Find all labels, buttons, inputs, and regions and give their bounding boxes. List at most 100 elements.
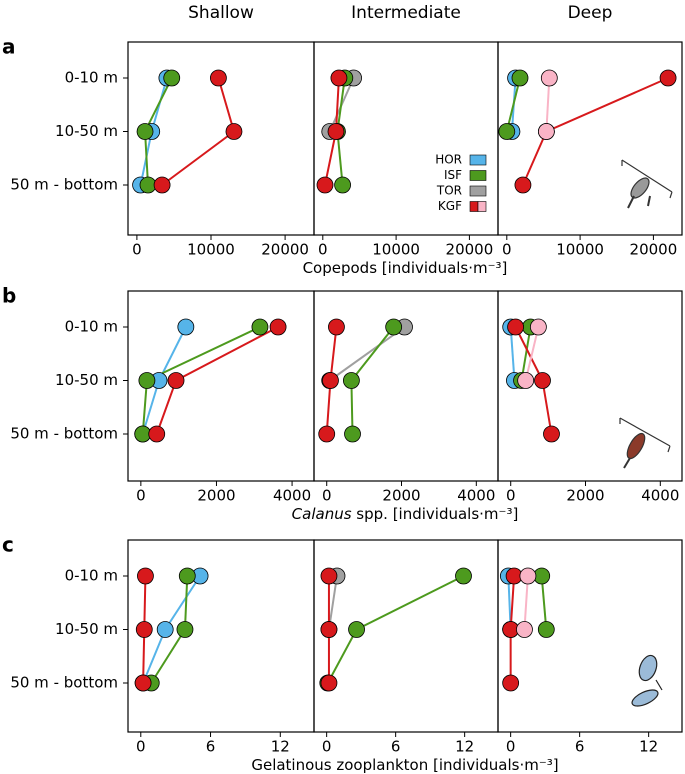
series-line [524, 326, 540, 381]
data-point [327, 123, 345, 140]
x-tick-label: 2000 [197, 487, 235, 505]
x-tick-label: 4000 [457, 487, 495, 505]
legend-label: KGF [438, 199, 462, 213]
data-point [251, 318, 269, 336]
series-line [505, 77, 521, 132]
data-point [537, 621, 555, 638]
x-axis-label: Copepods [individuals·m⁻³] [303, 259, 508, 277]
series-line [327, 575, 338, 630]
x-tick-label: 20000 [261, 241, 309, 259]
data-point [177, 318, 195, 336]
data-point [385, 318, 403, 336]
series-line [545, 77, 551, 132]
data-point [322, 372, 339, 389]
data-point [519, 567, 537, 585]
x-axis-label-part: Calanus [292, 505, 352, 523]
calanus-icon [619, 417, 671, 469]
x-tick-label: 6 [391, 738, 401, 756]
data-point [514, 176, 532, 194]
data-point [148, 425, 166, 443]
x-axis-label: Calanus spp. [individuals·m⁻³] [292, 505, 519, 523]
data-point [344, 425, 361, 443]
column-title: Shallow [188, 3, 254, 23]
data-point [511, 69, 529, 87]
data-point [153, 176, 171, 194]
data-point [269, 318, 287, 336]
data-point [178, 567, 196, 585]
x-tick-label: 0 [136, 738, 146, 756]
y-tick-label: 10-50 m [55, 371, 118, 389]
x-tick-label: 4000 [273, 487, 311, 505]
x-tick-label: 0 [506, 738, 516, 756]
panel-frame [313, 539, 499, 733]
y-tick-label: 0-10 m [65, 318, 118, 336]
data-point [320, 567, 338, 585]
data-point [659, 69, 677, 87]
data-point [210, 69, 227, 87]
x-tick-label: 0 [136, 487, 146, 505]
series-line [329, 326, 406, 382]
legend-swatch [469, 185, 487, 197]
series-line [520, 326, 532, 381]
data-point [348, 621, 365, 638]
data-point [334, 176, 351, 194]
data-point [534, 372, 551, 389]
series-line [509, 326, 516, 381]
x-tick-label: 0 [322, 487, 332, 505]
series-line [161, 77, 236, 186]
data-point [529, 318, 547, 336]
x-tick-label: 6 [575, 738, 585, 756]
x-tick-label: 2000 [382, 487, 420, 505]
data-point [138, 372, 156, 389]
panel-frame [497, 539, 683, 733]
x-tick-label: 0 [502, 241, 512, 259]
legend-swatch [469, 201, 479, 212]
x-tick-label: 6 [206, 738, 216, 756]
x-axis-label-part: Copepods [individuals·m⁻³] [303, 259, 508, 277]
data-point [543, 425, 560, 443]
panel-label: c [2, 533, 14, 557]
y-tick-label: 0-10 m [65, 567, 118, 585]
data-point [176, 621, 194, 638]
legend-swatch [477, 201, 487, 212]
gelatinous-icon [631, 654, 663, 707]
legend-label: ISF [444, 168, 462, 182]
data-point [320, 674, 338, 692]
data-point [136, 123, 154, 140]
data-point [167, 372, 185, 389]
x-tick-label: 10000 [187, 241, 235, 259]
data-point [135, 621, 153, 638]
data-point [498, 123, 516, 140]
x-tick-label: 10000 [372, 241, 420, 259]
data-point [316, 176, 334, 194]
panel-frame [127, 539, 315, 733]
data-point [516, 621, 533, 638]
data-point [137, 567, 154, 585]
x-tick-label: 12 [271, 738, 290, 756]
x-tick-label: 0 [132, 241, 142, 259]
legend-label: HOR [435, 153, 462, 167]
panel-label: a [2, 35, 16, 59]
series-line [540, 575, 548, 630]
legend-swatch [469, 170, 487, 181]
data-point [507, 318, 524, 336]
x-axis-label-part: Gelatinous zooplankton [individuals·m⁻³] [251, 756, 558, 774]
data-point [163, 69, 181, 87]
y-tick-label: 10-50 m [55, 122, 118, 140]
data-point [502, 674, 520, 692]
column-title: Deep [568, 3, 613, 23]
data-point [320, 621, 338, 638]
data-point [330, 69, 348, 87]
y-tick-label: 50 m - bottom [10, 176, 118, 194]
panel-frame [497, 290, 683, 482]
series-line [523, 575, 529, 630]
x-tick-label: 12 [639, 738, 658, 756]
data-point [139, 176, 157, 194]
x-tick-label: 0 [318, 241, 328, 259]
data-point [156, 621, 174, 638]
column-title: Intermediate [351, 3, 461, 23]
x-axis-label: Gelatinous zooplankton [individuals·m⁻³] [251, 756, 558, 774]
data-point [540, 69, 558, 87]
